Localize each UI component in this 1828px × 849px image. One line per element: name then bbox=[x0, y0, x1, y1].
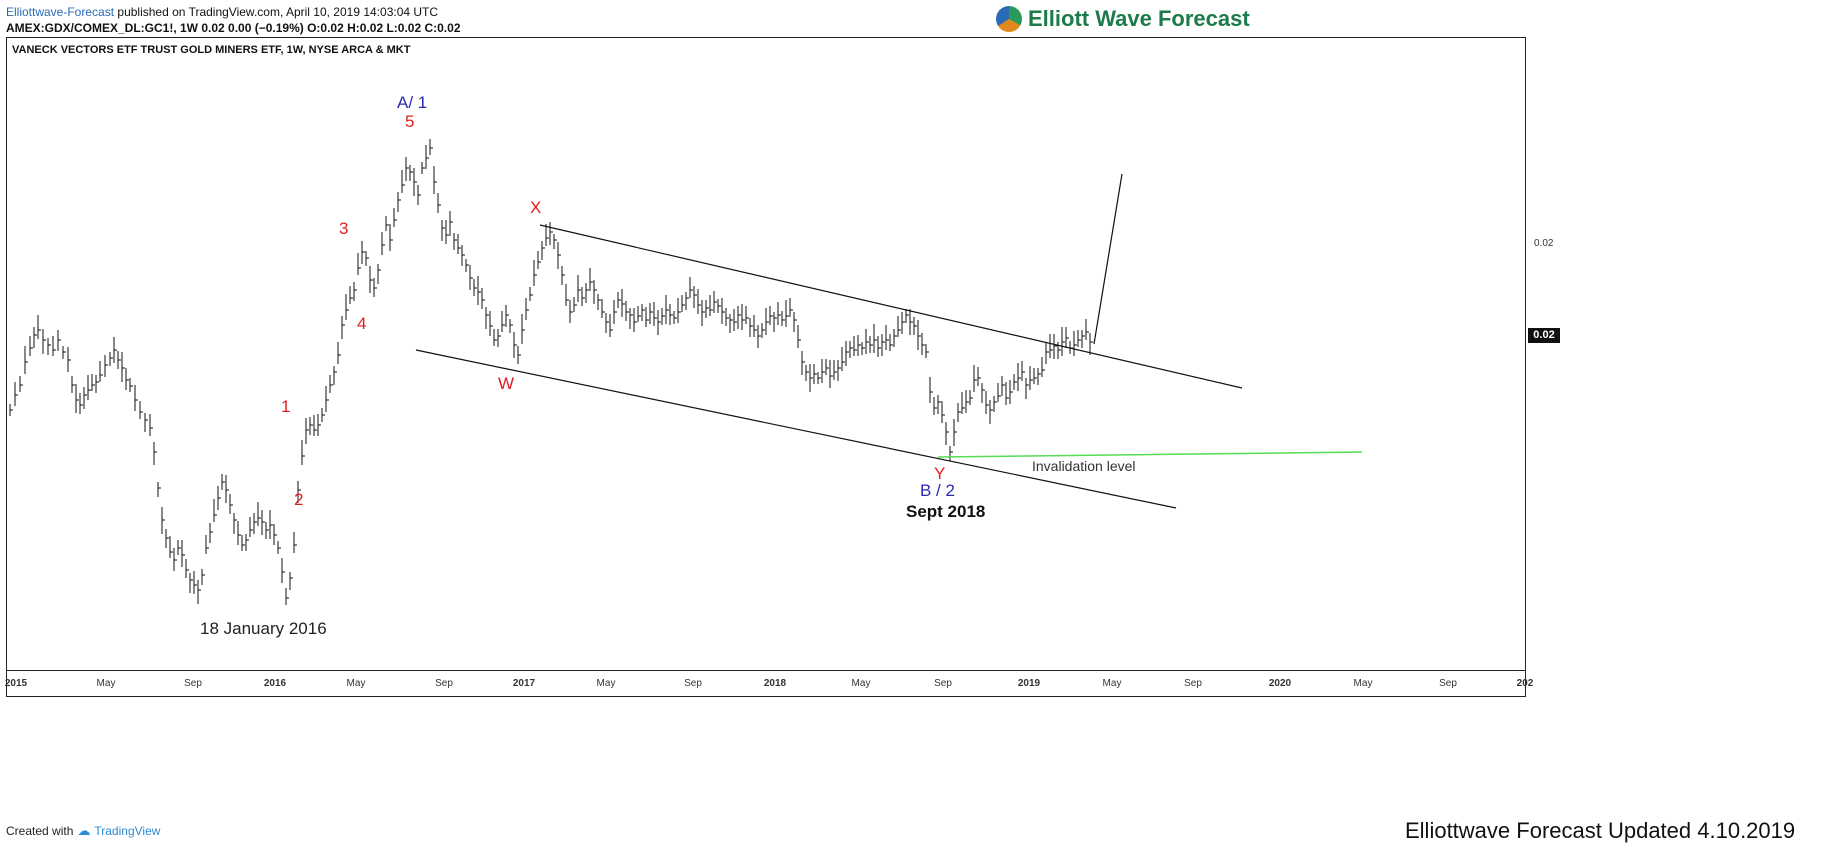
wave-label-2: 2 bbox=[294, 490, 304, 509]
wave-label-y: Y bbox=[934, 464, 946, 483]
created-with-text: Created with bbox=[6, 824, 74, 838]
published-text: published on TradingView.com, April 10, … bbox=[117, 5, 439, 19]
x-tick-11: Sep bbox=[934, 678, 952, 689]
x-tick-3: 2016 bbox=[263, 678, 287, 689]
wave-label-1: 1 bbox=[281, 397, 291, 416]
x-tick-8: Sep bbox=[684, 678, 702, 689]
wave-label-w: W bbox=[498, 374, 515, 393]
x-tick-13: May bbox=[1102, 678, 1122, 689]
logo-mark-icon bbox=[996, 6, 1022, 32]
author-link[interactable]: Elliottwave-Forecast bbox=[6, 5, 115, 19]
logo-text: Elliott Wave Forecast bbox=[1028, 6, 1250, 31]
wave-label-x: X bbox=[530, 198, 542, 217]
x-tick-6: 2017 bbox=[512, 678, 536, 689]
price-bars bbox=[9, 139, 1093, 605]
wave-label-b2: B / 2 bbox=[920, 481, 955, 500]
price-axis-border bbox=[1525, 37, 1526, 697]
x-tick-5: Sep bbox=[435, 678, 453, 689]
x-tick-18: 202 bbox=[1516, 678, 1534, 689]
x-tick-14: Sep bbox=[1184, 678, 1202, 689]
last-price-badge: 0.02 bbox=[1528, 328, 1560, 343]
tradingview-link[interactable]: TradingView bbox=[94, 824, 161, 838]
annotation-jan-2016: 18 January 2016 bbox=[200, 619, 327, 638]
projection-line bbox=[1093, 173, 1123, 345]
x-tick-0: 2015 bbox=[4, 678, 28, 689]
x-tick-7: May bbox=[596, 678, 616, 689]
x-tick-1: May bbox=[96, 678, 116, 689]
tradingview-cloud-icon: ☁ bbox=[77, 823, 91, 838]
updated-caption: Elliottwave Forecast Updated 4.10.2019 bbox=[1405, 818, 1796, 843]
x-tick-10: May bbox=[851, 678, 871, 689]
wave-label-3: 3 bbox=[339, 219, 349, 238]
created-with: Created with ☁ TradingView bbox=[6, 823, 160, 839]
y-tick-label: 0.02 bbox=[1534, 238, 1554, 249]
invalidation-line bbox=[937, 451, 1363, 458]
channel-bottom-line bbox=[415, 349, 1177, 509]
x-tick-4: May bbox=[346, 678, 366, 689]
wave-label-a1: A/ 1 bbox=[397, 93, 428, 112]
annotation-invalidation: Invalidation level bbox=[1032, 458, 1136, 474]
chart-title: VANECK VECTORS ETF TRUST GOLD MINERS ETF… bbox=[12, 44, 411, 56]
x-tick-15: 2020 bbox=[1268, 678, 1292, 689]
brand-logo: Elliott Wave Forecast bbox=[996, 6, 1250, 32]
x-tick-17: Sep bbox=[1439, 678, 1457, 689]
channel-top-line bbox=[539, 224, 1243, 389]
x-tick-12: 2019 bbox=[1017, 678, 1041, 689]
wave-label-4: 4 bbox=[357, 314, 367, 333]
x-tick-16: May bbox=[1353, 678, 1373, 689]
wave-label-5: 5 bbox=[405, 112, 415, 131]
publish-info: Elliottwave-Forecast published on Tradin… bbox=[6, 5, 438, 19]
x-tick-9: 2018 bbox=[763, 678, 787, 689]
annotation-sept-2018: Sept 2018 bbox=[906, 502, 986, 521]
time-axis-frame bbox=[6, 671, 1526, 697]
x-tick-2: Sep bbox=[184, 678, 202, 689]
symbol-line: AMEX:GDX/COMEX_DL:GC1!, 1W 0.02 0.00 (−0… bbox=[6, 21, 461, 35]
